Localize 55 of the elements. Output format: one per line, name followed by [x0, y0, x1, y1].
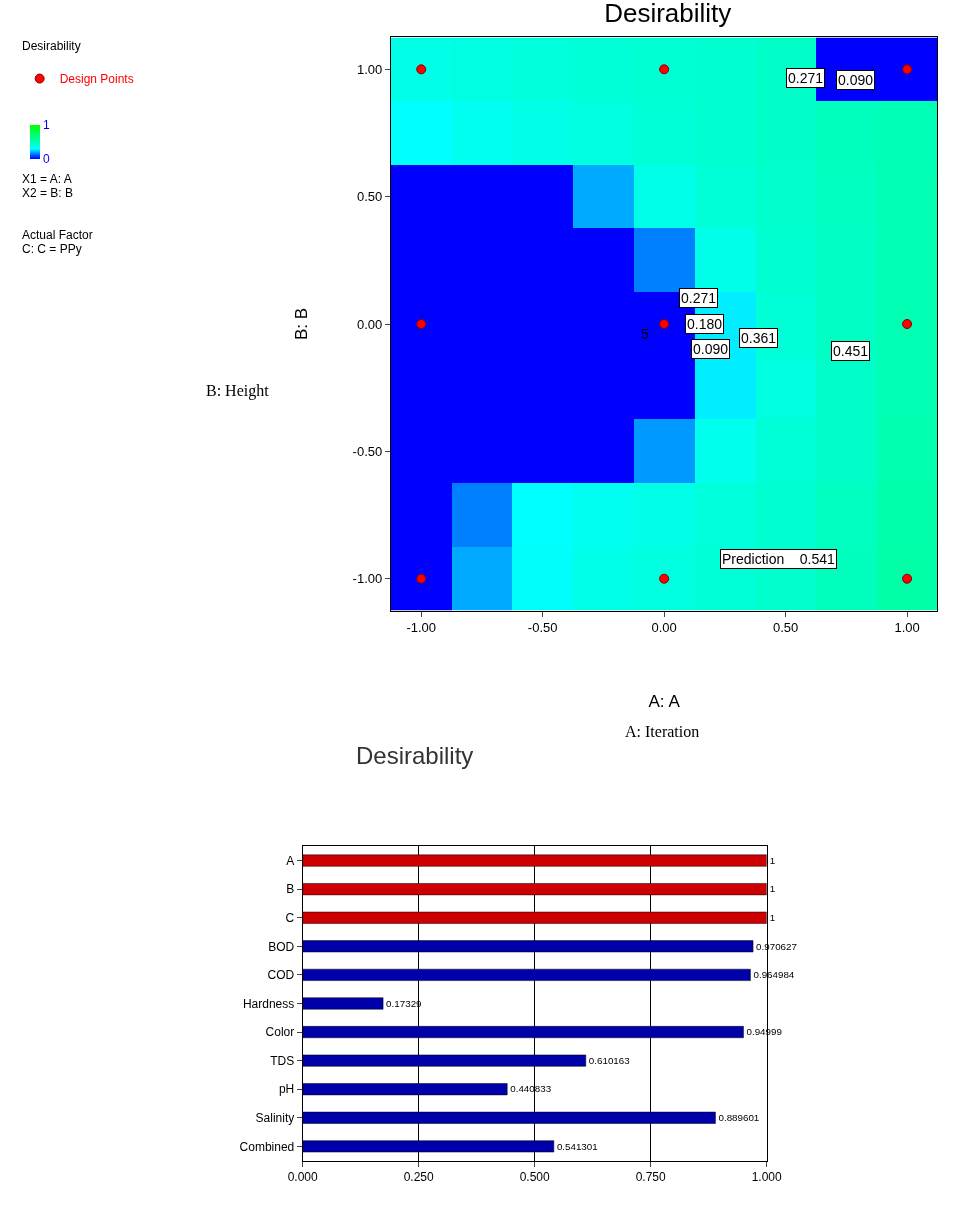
y-tick-label: Color: [265, 1025, 295, 1040]
annotation: 0.271: [788, 70, 824, 86]
y-tick-label: -0.50: [352, 443, 383, 459]
y-tick-label: C: [285, 910, 295, 925]
text: A: Iteration: [625, 723, 700, 740]
text: X1 = A: A: [22, 172, 72, 186]
y-axis-title: B: B: [292, 307, 312, 341]
data-label: 0.541301: [556, 1140, 598, 1152]
y-tick-label: TDS: [270, 1053, 295, 1068]
y-tick-label: COD: [267, 968, 295, 983]
legend-label: Design Points: [59, 72, 134, 87]
data-label: 1: [769, 912, 776, 924]
text: B: Height: [206, 382, 270, 400]
x-tick-label: -0.50: [527, 620, 558, 636]
data-label: 1: [769, 883, 776, 895]
color-bar-label: 1: [42, 118, 50, 133]
y-tick-label: 1.00: [356, 61, 383, 77]
annotation: 0.271: [681, 290, 717, 306]
x-tick-label: 0.000: [287, 1170, 319, 1185]
y-tick-label: Salinity: [255, 1110, 295, 1125]
data-label: 0.610163: [588, 1054, 631, 1066]
text: X2 = B: B: [22, 186, 74, 200]
chart-title: Desirability: [604, 0, 732, 28]
annotation: 0.451: [833, 343, 869, 359]
annotation: 0.090: [838, 72, 874, 88]
chart-title: Desirability: [356, 742, 474, 769]
y-tick-label: BOD: [268, 939, 295, 954]
y-tick-label: B: [286, 882, 295, 897]
annotation: 0.180: [687, 316, 723, 332]
annotation: 5: [641, 326, 649, 342]
x-tick-label: 0.50: [772, 620, 799, 636]
data-label: 1: [769, 854, 776, 866]
x-tick-label: 0.00: [651, 620, 677, 636]
y-tick-label: A: [286, 853, 295, 868]
annotation: 0.361: [741, 330, 777, 346]
data-label: 0.889601: [718, 1112, 760, 1124]
text: Actual Factor: [22, 228, 93, 242]
y-tick-label: Hardness: [242, 996, 295, 1011]
x-tick-label: 0.750: [635, 1170, 667, 1185]
x-tick-label: 0.250: [403, 1170, 435, 1185]
y-tick-label: pH: [278, 1082, 295, 1097]
y-tick-label: -1.00: [352, 571, 383, 587]
y-tick-label: 0.50: [356, 189, 383, 205]
x-tick-label: 1.00: [894, 620, 920, 636]
x-tick-label: 0.500: [519, 1170, 551, 1185]
text: Desirability: [22, 39, 81, 53]
x-tick-label: -1.00: [406, 620, 437, 636]
x-axis-title: A: A: [648, 691, 681, 711]
text: C: C = PPy: [22, 242, 82, 256]
y-tick-label: Combined: [239, 1139, 295, 1154]
y-tick-label: 0.00: [356, 316, 383, 332]
x-tick-label: 1.000: [751, 1170, 783, 1185]
color-bar-label: 0: [42, 152, 50, 167]
annotation: Prediction 0.541: [722, 551, 836, 567]
annotation: 0.090: [693, 341, 729, 357]
